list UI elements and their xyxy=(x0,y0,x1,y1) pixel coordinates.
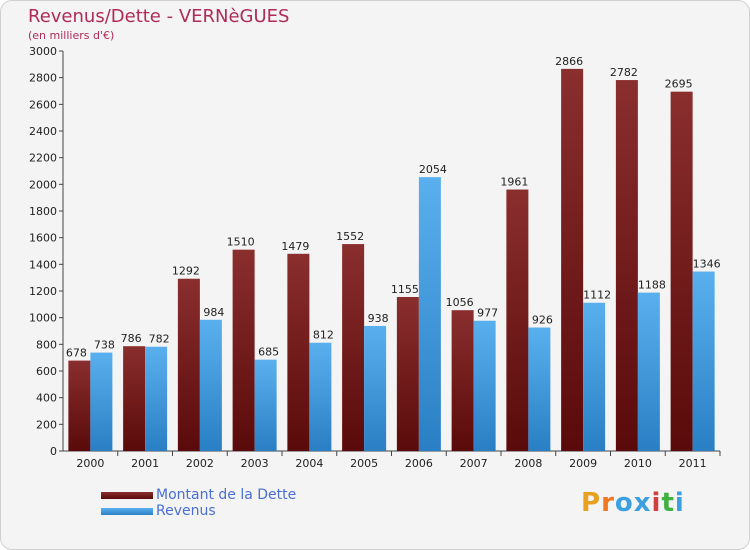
bar-dette xyxy=(68,360,91,451)
data-label-dette: 1479 xyxy=(281,240,309,253)
legend: Montant de la Dette Revenus xyxy=(101,487,296,519)
data-label-revenus: 938 xyxy=(368,312,389,325)
x-category-label: 2004 xyxy=(295,457,323,470)
bar-revenus xyxy=(254,359,277,451)
axes: 0 200 400 600 800 1000 1200 1400 1600 1800 2000 220… xyxy=(29,45,721,470)
legend-label-dette: Montant de la Dette xyxy=(156,487,297,503)
proxiti-logo: Proxiti xyxy=(581,488,685,518)
data-label-revenus: 685 xyxy=(258,346,279,359)
bar-revenus xyxy=(692,271,715,451)
y-tick-label: 1400 xyxy=(29,258,57,271)
legend-item-dette: Montant de la Dette xyxy=(101,487,296,503)
bar-dette xyxy=(506,189,529,452)
data-label-dette: 1155 xyxy=(391,283,419,296)
y-tick-label: 2200 xyxy=(29,152,57,165)
data-label-revenus: 1346 xyxy=(693,258,721,271)
legend-swatch-revenus xyxy=(101,507,153,515)
bar-revenus xyxy=(583,302,606,451)
logo-letter: i xyxy=(651,488,662,518)
bar-dette xyxy=(615,80,638,452)
bars xyxy=(68,68,715,452)
x-category-label: 2007 xyxy=(460,457,488,470)
data-label-dette: 2782 xyxy=(610,66,638,79)
y-tick-label: 400 xyxy=(36,392,57,405)
y-tick-label: 2000 xyxy=(29,178,57,191)
x-category-label: 2005 xyxy=(350,457,378,470)
data-label-revenus: 984 xyxy=(203,306,224,319)
bar-dette xyxy=(396,297,419,451)
bar-dette xyxy=(287,253,310,451)
x-category-label: 2011 xyxy=(679,457,707,470)
data-label-dette: 1552 xyxy=(336,230,364,243)
data-label-revenus: 926 xyxy=(532,314,553,327)
logo-letter: o xyxy=(614,488,634,518)
data-label-revenus: 1188 xyxy=(638,279,666,292)
data-label-dette: 678 xyxy=(66,347,87,360)
logo-letter: t xyxy=(661,488,675,518)
data-label-dette: 1961 xyxy=(500,176,528,189)
y-tick-label: 200 xyxy=(36,418,57,431)
y-tick-label: 2400 xyxy=(29,125,57,138)
data-label-revenus: 738 xyxy=(94,339,115,352)
y-tick-label: 1800 xyxy=(29,205,57,218)
bar-dette xyxy=(342,244,365,451)
data-label-dette: 786 xyxy=(121,332,142,345)
chart-title: Revenus/Dette - VERNèGUES xyxy=(28,6,290,27)
data-label-dette: 1056 xyxy=(446,296,474,309)
x-category-label: 2000 xyxy=(76,457,104,470)
data-labels: 678 738 786 782 1292 984 1510 685 1479 812 1552 938… xyxy=(66,55,721,360)
x-category-label: 2001 xyxy=(131,457,159,470)
x-category-label: 2006 xyxy=(405,457,433,470)
bar-dette xyxy=(177,278,200,451)
data-label-revenus: 812 xyxy=(313,329,334,342)
data-label-dette: 1510 xyxy=(227,236,255,249)
data-label-revenus: 782 xyxy=(149,333,170,346)
y-tick-label: 800 xyxy=(36,338,57,351)
data-label-revenus: 1112 xyxy=(583,289,611,302)
bar-revenus xyxy=(637,292,660,451)
bar-revenus xyxy=(364,325,387,451)
x-category-label: 2009 xyxy=(569,457,597,470)
x-category-label: 2002 xyxy=(186,457,214,470)
bar-dette xyxy=(670,91,693,452)
data-label-dette: 2866 xyxy=(555,55,583,68)
y-tick-label: 1000 xyxy=(29,312,57,325)
legend-item-revenus: Revenus xyxy=(101,503,296,519)
logo-letter: x xyxy=(633,488,652,518)
y-tick-label: 1600 xyxy=(29,232,57,245)
y-tick-label: 0 xyxy=(50,445,57,458)
bar-revenus xyxy=(528,327,551,451)
bar-dette xyxy=(451,310,474,451)
bar-dette xyxy=(123,346,146,451)
y-tick-label: 1200 xyxy=(29,285,57,298)
bar-dette xyxy=(561,68,584,451)
y-tick-label: 600 xyxy=(36,365,57,378)
bar-revenus xyxy=(145,346,168,451)
data-label-dette: 1292 xyxy=(172,265,200,278)
logo-letter: P xyxy=(581,488,602,518)
data-label-revenus: 2054 xyxy=(419,163,447,176)
logo-letter: i xyxy=(674,488,685,518)
data-label-dette: 2695 xyxy=(665,78,693,91)
bar-revenus xyxy=(418,177,441,451)
y-tick-label: 3000 xyxy=(29,45,57,58)
x-category-label: 2008 xyxy=(514,457,542,470)
bar-revenus xyxy=(473,320,496,451)
y-tick-label: 2600 xyxy=(29,98,57,111)
y-tick-label: 2800 xyxy=(29,72,57,85)
bar-revenus xyxy=(90,352,113,451)
data-label-revenus: 977 xyxy=(477,307,498,320)
legend-swatch-dette xyxy=(101,491,153,499)
chart-subtitle: (en milliers d'€) xyxy=(28,29,115,42)
logo-letter: r xyxy=(601,488,615,518)
bar-revenus xyxy=(199,319,222,451)
legend-label-revenus: Revenus xyxy=(156,503,216,519)
x-category-label: 2003 xyxy=(241,457,269,470)
bar-revenus xyxy=(309,342,332,451)
x-category-label: 2010 xyxy=(624,457,652,470)
bar-dette xyxy=(232,249,255,451)
